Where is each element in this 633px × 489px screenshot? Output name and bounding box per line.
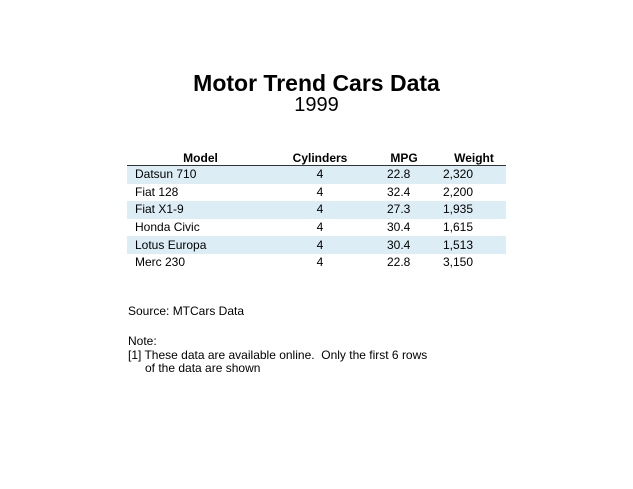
column-header-weight: Weight [442,148,506,166]
cell-mpg: 30.4 [387,220,411,235]
column-header-model: Model [127,148,274,166]
cars-table: Model Cylinders MPG Weight Datsun 710 4 … [127,148,506,272]
cell-weight: 2,320 [442,165,506,184]
footnote-text-continued: of the data are shown [145,361,261,375]
cell-mpg: 32.4 [387,184,411,199]
cell-model: Lotus Europa [127,236,274,254]
cell-mpg: 22.8 [387,255,411,270]
cell-model: Fiat 128 [135,184,179,199]
column-header-cylinders: Cylinders [274,148,366,166]
cell-mpg: 30.4 [366,236,442,254]
cell-model: Datsun 710 [127,165,274,184]
footnote-text: [1] These data are available online. Onl… [128,347,428,362]
cell-cylinders: 4 [274,201,366,219]
table-row: Fiat X1-9 4 27.3 1,935 [127,201,506,219]
cell-weight: 1,615 [443,220,474,235]
cell-model: Merc 230 [135,255,186,270]
table-header-row: Model Cylinders MPG Weight [127,148,506,166]
cell-cylinders: 4 [274,236,366,254]
cell-mpg: 27.3 [366,201,442,219]
cell-weight: 2,200 [443,184,474,199]
cell-weight: 1,935 [442,201,506,219]
table-row: Fiat 128 4 32.4 2,200 [127,184,506,202]
cell-cylinders: 4 [316,220,324,235]
column-header-mpg: MPG [366,148,442,166]
cell-model: Honda Civic [135,220,200,235]
cell-weight: 1,513 [442,236,506,254]
table-row: Merc 230 4 22.8 3,150 [127,254,506,272]
report-subtitle: 1999 [294,94,339,116]
cell-weight: 3,150 [443,255,474,270]
cell-cylinders: 4 [274,165,366,184]
cell-model: Fiat X1-9 [127,201,274,219]
footnotes: Note: [1] These data are available onlin… [128,334,428,376]
table-row: Lotus Europa 4 30.4 1,513 [127,236,506,254]
table-row: Datsun 710 4 22.8 2,320 [127,165,506,184]
table-row: Honda Civic 4 30.4 1,615 [127,219,506,237]
cell-mpg: 22.8 [366,165,442,184]
cell-cylinders: 4 [316,184,324,199]
note-heading: Note: [128,334,157,348]
cell-cylinders: 4 [316,255,324,270]
source-note: Source: MTCars Data [128,304,245,318]
report-title: Motor Trend Cars Data [193,70,440,96]
